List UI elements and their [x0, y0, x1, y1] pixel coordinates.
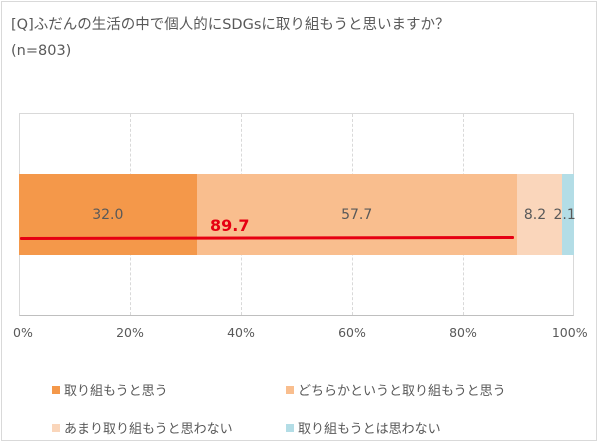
legend-label: あまり取り組もうと思わない	[64, 422, 233, 437]
segment-value: 57.7	[341, 206, 373, 223]
legend-item-disagree: 取り組もうとは思わない	[286, 418, 441, 437]
bar-segment-disagree: 2.1	[554, 174, 576, 255]
x-tick-100: 100%	[551, 325, 588, 340]
legend-swatch	[286, 423, 294, 432]
legend-label: どちらかというと取り組もうと思う	[298, 384, 506, 399]
legend-item-somewhat-agree: どちらかというと取り組もうと思う	[286, 380, 506, 399]
bar-segment-somewhat-agree: 57.7	[196, 174, 517, 255]
x-tick-20: 20%	[116, 325, 144, 340]
chart-title: [Q]ふだんの生活の中で個人的にSDGsに取り組もうと思いますか？	[11, 17, 450, 33]
legend-label: 取り組もうとは思わない	[298, 422, 441, 437]
segment-value: 2.1	[553, 206, 576, 223]
segment-value: 8.2	[523, 206, 547, 223]
bar-segment-somewhat-disagree: 8.2	[516, 174, 563, 255]
legend-swatch	[52, 385, 60, 394]
sample-size: (n=803)	[11, 43, 72, 59]
combined-total-label: 89.7	[210, 216, 250, 235]
legend-swatch	[286, 385, 294, 394]
legend-item-somewhat-disagree: あまり取り組もうと思わない	[52, 418, 233, 437]
segment-value: 32.0	[92, 206, 124, 223]
stacked-bar: 32.0 57.7 8.2 2.1	[19, 174, 576, 255]
x-tick-60: 60%	[338, 325, 366, 340]
x-tick-80: 80%	[449, 325, 477, 340]
legend-label: 取り組もうと思う	[64, 384, 168, 399]
x-tick-0: 0%	[13, 325, 33, 340]
bar-segment-strongly-agree: 32.0	[19, 174, 197, 255]
legend-swatch	[52, 423, 60, 432]
legend-item-strongly-agree: 取り組もうと思う	[52, 380, 168, 399]
x-tick-40: 40%	[227, 325, 255, 340]
